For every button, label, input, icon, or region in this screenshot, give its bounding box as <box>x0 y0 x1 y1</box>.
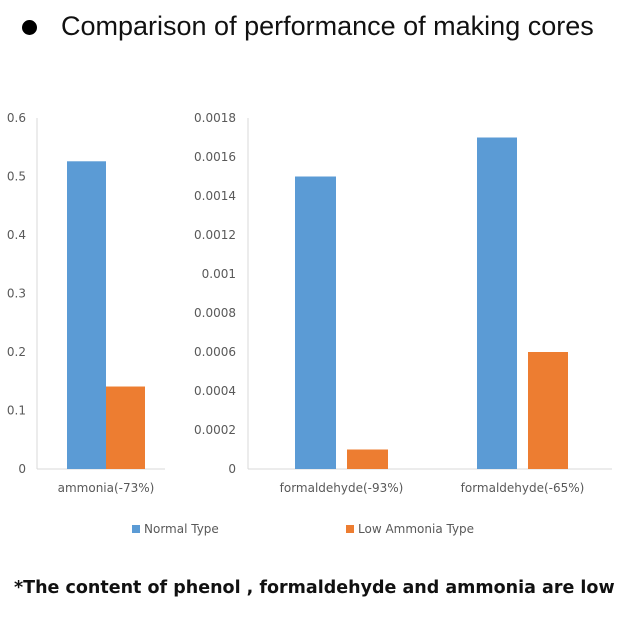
bar-normal-1 <box>477 137 517 469</box>
y-tick-label: 0.0014 <box>194 189 236 203</box>
y-tick-label: 0.6 <box>7 111 26 125</box>
x-tick-label: formaldehyde(-93%) <box>280 481 404 495</box>
page-title: Comparison of performance of making core… <box>61 10 594 41</box>
footnote: *The content of phenol , formaldehyde an… <box>14 578 615 598</box>
legend-swatch-low <box>346 525 354 533</box>
legend-swatch-normal <box>132 525 140 533</box>
y-tick-label: 0.0004 <box>194 384 236 398</box>
y-tick-label: 0.0002 <box>194 423 236 437</box>
bar-low-1 <box>528 352 568 469</box>
bar-normal-0 <box>295 176 336 469</box>
y-tick-label: 0.001 <box>202 267 236 281</box>
y-tick-label: 0.2 <box>7 345 26 359</box>
x-tick-label: formaldehyde(-65%) <box>461 481 585 495</box>
y-tick-label: 0.0012 <box>194 228 236 242</box>
chart-area: 0 0.1 0.2 0.3 0.4 0.5 0.6 ammonia(-73%) 0 0.0002 0… <box>7 111 612 536</box>
bullet-dot-icon <box>22 19 37 35</box>
slide-heading: Comparison of performance of making core… <box>22 8 594 44</box>
y-tick-label: 0.1 <box>7 404 26 418</box>
bar-normal-0 <box>67 161 106 469</box>
y-tick-label: 0 <box>18 462 26 476</box>
y-tick-label: 0.3 <box>7 287 26 301</box>
y-tick-label: 0.5 <box>7 170 26 184</box>
legend-label-normal: Normal Type <box>144 522 219 536</box>
bar-low-0 <box>347 449 388 469</box>
legend-label-low: Low Ammonia Type <box>358 522 474 536</box>
y-tick-label: 0.0016 <box>194 150 236 164</box>
y-tick-label: 0 <box>228 462 236 476</box>
y-tick-label: 0.0006 <box>194 345 236 359</box>
y-tick-label: 0.4 <box>7 228 26 242</box>
y-tick-label: 0.0018 <box>194 111 236 125</box>
x-tick-label: ammonia(-73%) <box>58 481 155 495</box>
y-tick-label: 0.0008 <box>194 306 236 320</box>
bar-low-0 <box>106 386 145 469</box>
